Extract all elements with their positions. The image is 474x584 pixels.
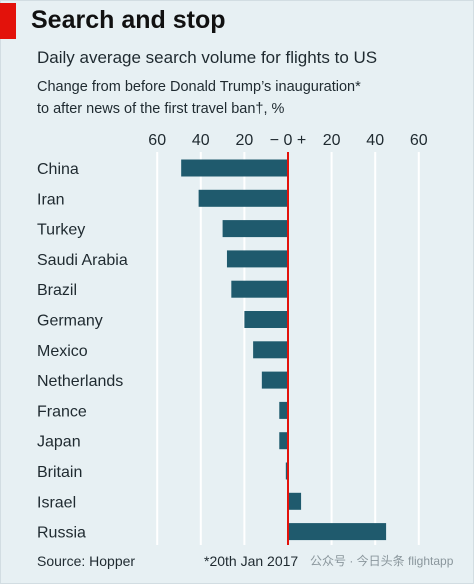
tick-label: 40 bbox=[192, 132, 210, 149]
bar bbox=[181, 159, 288, 177]
description-line: Change from before Donald Trump’s inaugu… bbox=[37, 79, 361, 95]
tick-label: 40 bbox=[366, 132, 384, 149]
bar bbox=[279, 401, 288, 419]
category-label: Britain bbox=[37, 464, 82, 481]
tick-label: − 0 + bbox=[270, 132, 306, 149]
chart-subtitle: Daily average search volume for flights … bbox=[37, 48, 378, 67]
category-label: Mexico bbox=[37, 343, 88, 360]
description-line: to after news of the first travel ban†, … bbox=[37, 101, 285, 117]
bar bbox=[288, 492, 302, 510]
bar bbox=[253, 341, 288, 359]
category-label: Japan bbox=[37, 434, 81, 451]
bar bbox=[288, 523, 387, 541]
bar bbox=[261, 371, 288, 389]
bar bbox=[231, 280, 288, 298]
bar bbox=[226, 250, 288, 268]
tick-label: 20 bbox=[236, 132, 254, 149]
tick-label: 60 bbox=[410, 132, 428, 149]
category-label: China bbox=[37, 161, 79, 178]
bar bbox=[222, 220, 288, 238]
accent-tab bbox=[0, 3, 16, 39]
category-label: Netherlands bbox=[37, 373, 123, 390]
bar bbox=[198, 189, 288, 207]
category-label: France bbox=[37, 403, 87, 420]
category-label: Turkey bbox=[37, 222, 85, 239]
category-label: Russia bbox=[37, 525, 86, 542]
bar bbox=[279, 432, 288, 450]
category-label: Saudi Arabia bbox=[37, 252, 128, 269]
category-label: Israel bbox=[37, 494, 76, 511]
bar bbox=[244, 311, 288, 328]
category-label: Brazil bbox=[37, 282, 77, 299]
watermark: 公众号 · 今日头条 flightapp bbox=[310, 554, 454, 568]
tick-label: 20 bbox=[323, 132, 341, 149]
source-note: Source: Hopper bbox=[37, 553, 136, 569]
bar bbox=[285, 462, 288, 480]
tick-label: 60 bbox=[148, 132, 166, 149]
chart-title: Search and stop bbox=[31, 6, 226, 34]
chart-description: Change from before Donald Trump’s inaugu… bbox=[37, 76, 457, 120]
footnote: *20th Jan 2017 bbox=[204, 553, 299, 569]
category-label: Germany bbox=[37, 313, 103, 330]
category-label: Iran bbox=[37, 191, 65, 208]
